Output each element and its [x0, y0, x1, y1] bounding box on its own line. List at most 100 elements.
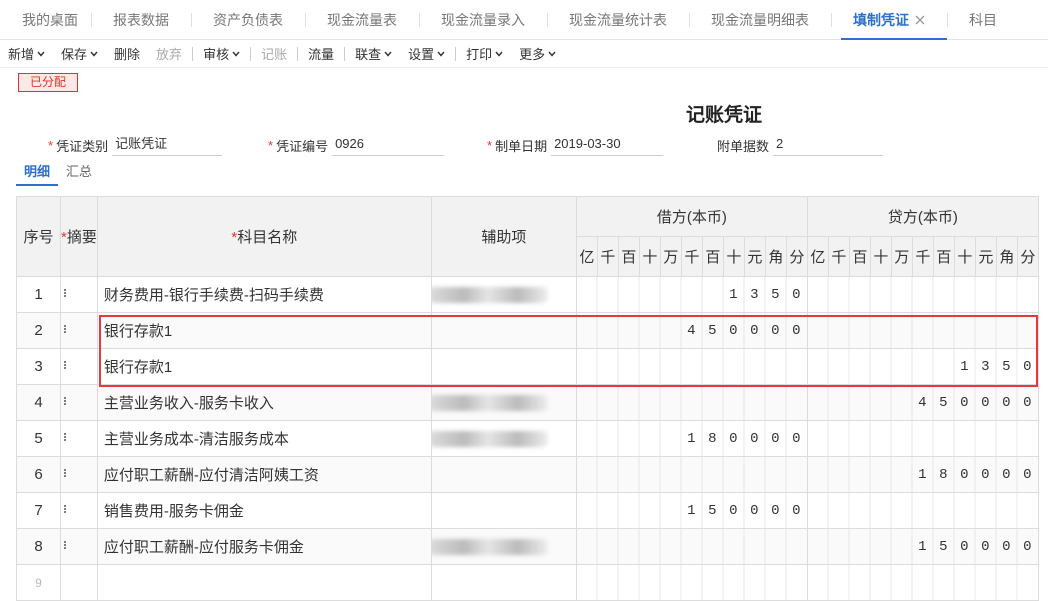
sub-tabs: 明细 汇总 — [16, 160, 100, 186]
toolbar-button[interactable]: 删除 — [106, 44, 148, 63]
summary-cell[interactable] — [60, 528, 98, 565]
separator — [250, 46, 252, 61]
voucher-row: 7 销售费用-服务卡佣金 150000 — [16, 492, 1039, 529]
toolbar-button[interactable]: 更多 — [511, 44, 564, 63]
aux-cell[interactable] — [430, 420, 577, 457]
aux-cell[interactable] — [430, 276, 577, 313]
credit-cell[interactable] — [806, 420, 1039, 457]
tab[interactable]: 资产负债表 — [191, 0, 305, 40]
aux-cell[interactable] — [430, 492, 577, 529]
required-mark: * — [48, 137, 54, 153]
subject-cell[interactable]: 财务费用-银行手续费-扫码手续费 — [96, 276, 432, 313]
debit-cell[interactable] — [575, 384, 808, 421]
separator — [344, 46, 346, 61]
row-number: 7 — [16, 492, 61, 529]
credit-amount: 450000 — [918, 394, 1039, 411]
tab[interactable]: 现金流量明细表 — [689, 0, 831, 40]
field-label: 制单日期 — [495, 138, 548, 154]
toolbar-button[interactable]: 联查 — [347, 44, 400, 63]
debit-cell[interactable]: 1350 — [575, 276, 808, 313]
unit-header: 万 — [890, 236, 913, 277]
button-label: 放弃 — [156, 47, 183, 62]
tab-label: 填制凭证 — [853, 11, 909, 28]
aux-cell[interactable] — [430, 348, 577, 385]
field-input[interactable]: 2019-03-30 — [551, 134, 664, 156]
credit-cell[interactable]: 1350 — [806, 348, 1039, 385]
toolbar-button[interactable]: 新增 — [0, 44, 53, 63]
credit-cell[interactable] — [806, 312, 1039, 349]
aux-cell[interactable] — [430, 456, 577, 493]
debit-cell[interactable] — [575, 348, 808, 385]
unit-header: 百 — [701, 236, 724, 277]
credit-cell[interactable]: 450000 — [806, 384, 1039, 421]
unit-header: 亿 — [575, 236, 598, 277]
debit-cell[interactable]: 180000 — [575, 420, 808, 457]
subject-cell[interactable]: 主营业务收入-服务卡收入 — [96, 384, 432, 421]
aux-cell[interactable] — [430, 564, 577, 601]
unit-header: 十 — [953, 236, 976, 277]
summary-cell[interactable] — [60, 564, 98, 601]
row-number: 8 — [16, 528, 61, 565]
tab[interactable]: 现金流量表 — [305, 0, 419, 40]
form-field: * 制单日期 2019-03-30 — [487, 134, 664, 156]
aux-cell[interactable] — [430, 384, 577, 421]
summary-cell[interactable] — [60, 492, 98, 529]
subject-cell[interactable]: 应付职工薪酬-应付清洁阿姨工资 — [96, 456, 432, 493]
subject-cell[interactable]: 应付职工薪酬-应付服务卡佣金 — [96, 528, 432, 565]
voucher-row: 5 主营业务成本-清洁服务成本 180000 — [16, 420, 1039, 457]
toolbar-button[interactable]: 流量 — [300, 44, 342, 63]
drag-handle — [64, 397, 66, 405]
unit-header: 十 — [722, 236, 745, 277]
tab[interactable]: 填制凭证 — [831, 0, 947, 40]
credit-cell[interactable] — [806, 564, 1039, 601]
toolbar-button[interactable]: 保存 — [53, 44, 106, 63]
debit-amount: 450000 — [687, 322, 808, 339]
credit-cell[interactable] — [806, 276, 1039, 313]
tab[interactable]: 现金流量统计表 — [547, 0, 689, 40]
subject-cell[interactable]: 银行存款1 — [96, 348, 432, 385]
header-label: 序号 — [23, 229, 54, 246]
toolbar-button[interactable]: 设置 — [400, 44, 453, 63]
status-badge: 已分配 — [18, 73, 78, 92]
credit-cell[interactable]: 180000 — [806, 456, 1039, 493]
debit-cell[interactable]: 150000 — [575, 492, 808, 529]
summary-cell[interactable] — [60, 456, 98, 493]
sub-tab[interactable]: 汇总 — [66, 164, 93, 179]
button-label: 记账 — [261, 47, 288, 62]
debit-cell[interactable] — [575, 528, 808, 565]
button-label: 联查 — [355, 47, 382, 62]
subject-cell[interactable]: 主营业务成本-清洁服务成本 — [96, 420, 432, 457]
aux-cell[interactable] — [430, 528, 577, 565]
toolbar-button[interactable]: 打印 — [458, 44, 511, 63]
unit-header: 角 — [764, 236, 787, 277]
credit-cell[interactable] — [806, 492, 1039, 529]
tab[interactable]: 我的桌面 — [0, 0, 91, 40]
subject-cell[interactable] — [96, 564, 432, 601]
debit-cell[interactable] — [575, 564, 808, 601]
tab[interactable]: 现金流量录入 — [419, 0, 547, 40]
column-header: 辅助项 — [430, 196, 577, 277]
summary-cell[interactable] — [60, 276, 98, 313]
subject-cell[interactable]: 销售费用-服务卡佣金 — [96, 492, 432, 529]
required-mark: * — [268, 137, 274, 153]
summary-cell[interactable] — [60, 420, 98, 457]
voucher-row: 4 主营业务收入-服务卡收入 450000 — [16, 384, 1039, 421]
summary-cell[interactable] — [60, 348, 98, 385]
debit-cell[interactable] — [575, 456, 808, 493]
sub-tab[interactable]: 明细 — [16, 160, 59, 186]
field-input[interactable]: 0926 — [332, 134, 445, 156]
tab[interactable]: 科目 — [947, 0, 1019, 40]
tab[interactable]: 报表数据 — [91, 0, 191, 40]
aux-cell[interactable] — [430, 312, 577, 349]
credit-cell[interactable]: 150000 — [806, 528, 1039, 565]
toolbar-button[interactable]: 审核 — [195, 44, 248, 63]
summary-cell[interactable] — [60, 312, 98, 349]
button-label: 流量 — [308, 47, 335, 62]
debit-amount: 1350 — [729, 286, 808, 303]
field-input[interactable]: 2 — [773, 134, 884, 156]
tab-label: 科目 — [969, 11, 997, 28]
header-label: 贷方(本币) — [887, 209, 958, 226]
field-input[interactable]: 记账凭证 — [112, 134, 223, 156]
summary-cell[interactable] — [60, 384, 98, 421]
toolbar-button: 放弃 — [148, 44, 190, 63]
